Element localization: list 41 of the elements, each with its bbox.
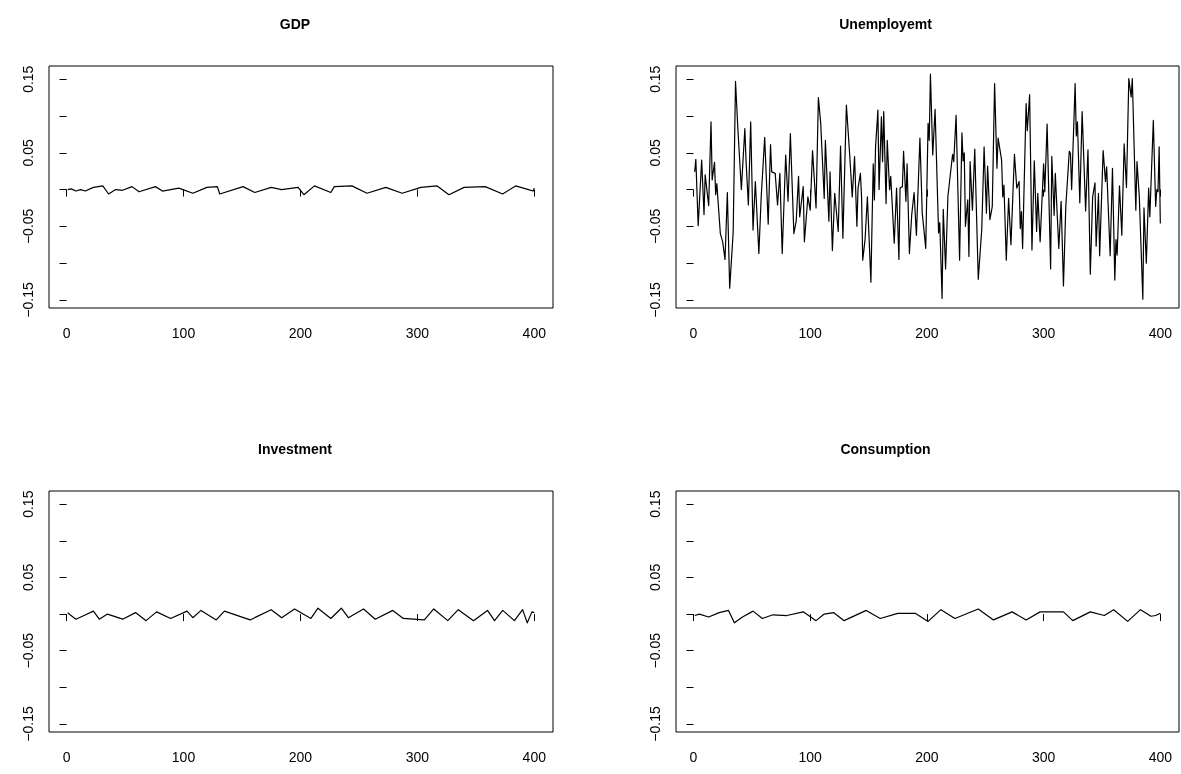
y-tick-label: 0.15 <box>20 65 36 93</box>
y-tick-label: −0.15 <box>647 281 663 318</box>
x-tick-label: 200 <box>288 749 313 765</box>
y-tick-label: 0.15 <box>647 490 663 518</box>
x-tick-label: 200 <box>915 325 939 341</box>
x-tick-label: 300 <box>405 325 430 341</box>
x-tick-label: 0 <box>62 749 71 765</box>
line-series <box>694 73 1161 300</box>
x-tick-label: 0 <box>689 749 698 765</box>
y-tick-label: −0.15 <box>20 706 36 742</box>
chart-title: Investment <box>258 441 333 457</box>
y-tick-label: 0.05 <box>20 563 36 592</box>
x-tick-label: 0 <box>689 325 698 341</box>
y-tick-label: −0.05 <box>20 208 36 245</box>
y-tick-label: −0.15 <box>20 281 36 318</box>
y-tick-label: −0.15 <box>647 706 663 742</box>
x-tick-label: 400 <box>1148 325 1173 341</box>
x-tick-label: 200 <box>915 749 939 765</box>
chart-title: GDP <box>279 16 311 32</box>
y-tick-label: −0.05 <box>20 632 36 669</box>
chart-title: Unemployemt <box>839 16 933 32</box>
y-tick-label: −0.05 <box>647 208 663 245</box>
x-tick-label: 400 <box>522 749 547 765</box>
y-tick-label: −0.05 <box>647 632 663 669</box>
x-tick-label: 0 <box>62 325 71 341</box>
y-tick-label: 0.05 <box>20 138 36 167</box>
y-tick-label: 0.15 <box>20 490 36 518</box>
x-tick-label: 100 <box>171 749 196 765</box>
x-tick-label: 300 <box>405 749 430 765</box>
x-tick-label: 100 <box>798 325 823 341</box>
y-tick-label: 0.05 <box>647 563 663 592</box>
x-tick-label: 400 <box>1148 749 1173 765</box>
x-tick-label: 300 <box>1031 749 1056 765</box>
chart-title: Consumption <box>840 441 931 457</box>
x-tick-label: 100 <box>171 325 196 341</box>
x-tick-label: 200 <box>288 325 313 341</box>
x-tick-label: 100 <box>798 749 823 765</box>
x-tick-label: 300 <box>1031 325 1056 341</box>
x-tick-label: 400 <box>522 325 547 341</box>
y-tick-label: 0.15 <box>647 65 663 93</box>
y-tick-label: 0.05 <box>647 138 663 167</box>
